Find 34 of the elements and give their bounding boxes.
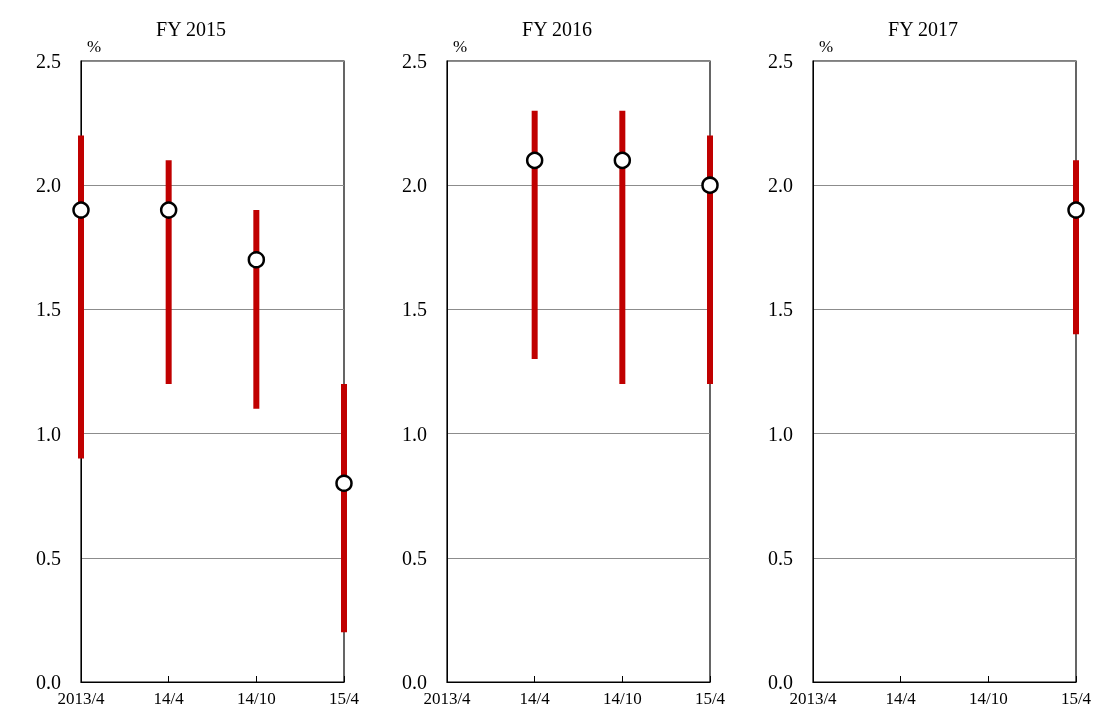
y-tick-label: 0.5: [402, 546, 427, 569]
y-tick-label: 1.0: [36, 422, 61, 445]
x-tick-label: 15/4: [328, 689, 360, 708]
y-tick-label: 2.0: [768, 174, 793, 197]
y-tick-label: 2.5: [36, 50, 61, 72]
x-tick-label: 14/10: [602, 689, 642, 708]
chart-title: FY 2015: [156, 18, 226, 40]
x-tick-label: 14/4: [885, 689, 917, 708]
y-tick-label: 1.5: [768, 298, 793, 321]
y-tick-label: 1.0: [768, 422, 793, 445]
y-tick-label: 1.5: [36, 298, 61, 321]
y-tick-label: 1.0: [402, 422, 427, 445]
y-tick-label: 2.5: [402, 50, 427, 72]
y-axis-title: %: [819, 37, 834, 56]
y-axis-title: %: [453, 37, 468, 56]
y-tick-label: 2.0: [36, 174, 61, 197]
y-axis-title: %: [87, 37, 102, 56]
point: [247, 250, 266, 269]
y-tick-label: 2.0: [402, 174, 427, 197]
y-tick-label: 0.5: [36, 546, 61, 569]
x-tick-label: 14/4: [519, 689, 551, 708]
point: [335, 474, 353, 493]
point: [72, 201, 90, 219]
x-tick-label: 15/4: [694, 689, 726, 708]
chart-title: FY 2016: [522, 18, 592, 40]
y-tick-label: 0.5: [768, 546, 793, 569]
x-tick-label: 14/10: [968, 689, 1008, 708]
y-tick-label: 1.5: [402, 298, 427, 321]
x-tick-label: 14/10: [236, 689, 276, 708]
point: [159, 201, 178, 219]
x-tick-label: 15/4: [1060, 689, 1092, 708]
x-tick-label: 14/4: [153, 689, 185, 708]
y-tick-label: 2.5: [768, 50, 793, 72]
chart-title: FY 2017: [888, 18, 958, 40]
